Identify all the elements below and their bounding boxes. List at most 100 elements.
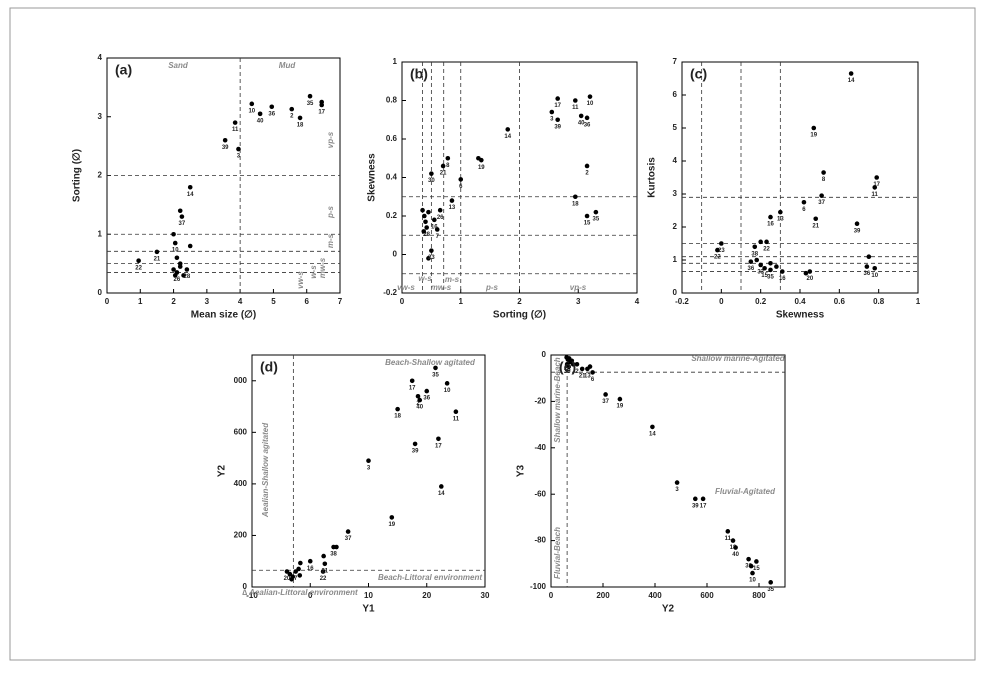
y-tick-label: 6 bbox=[673, 90, 678, 99]
point-label: 18 bbox=[394, 414, 401, 420]
panel-title: (e) bbox=[559, 359, 576, 375]
point bbox=[179, 214, 185, 219]
x-tick-label: 3 bbox=[205, 297, 210, 306]
y-axis-label: Sorting (∅) bbox=[72, 149, 83, 202]
point bbox=[432, 217, 437, 223]
point-label: 10 bbox=[871, 273, 878, 279]
x-tick-label: 2 bbox=[171, 297, 176, 306]
point bbox=[593, 209, 599, 215]
point bbox=[693, 496, 698, 502]
x-tick-label: 200 bbox=[596, 591, 610, 600]
point bbox=[249, 101, 255, 107]
x-axis-label: Y2 bbox=[662, 604, 675, 615]
x-tick-label: 400 bbox=[648, 591, 662, 600]
point bbox=[587, 364, 593, 369]
point-label: 23 bbox=[718, 248, 725, 254]
point bbox=[872, 265, 878, 271]
x-tick-label: 4 bbox=[238, 297, 243, 306]
point bbox=[412, 441, 418, 447]
annotation: vw-s bbox=[296, 271, 305, 289]
annotation: Aealian-Shallow agitated bbox=[261, 422, 270, 518]
x-tick-label: 0 bbox=[308, 591, 313, 600]
point bbox=[298, 560, 303, 566]
y-tick-label: 600 bbox=[234, 427, 248, 436]
point-label: 35 bbox=[432, 372, 439, 378]
point-label: 40 bbox=[732, 552, 739, 558]
y-tick-label: 1 bbox=[393, 57, 398, 66]
y-tick-label: 000 bbox=[234, 376, 248, 385]
point-label: 14 bbox=[504, 134, 511, 140]
annotation: vp-s bbox=[326, 131, 335, 148]
point-label: 8 bbox=[822, 177, 826, 183]
annotation: ∆ Aealian-Littoral environment bbox=[242, 588, 358, 597]
point bbox=[424, 388, 430, 394]
point bbox=[232, 120, 238, 125]
point bbox=[257, 111, 263, 117]
point bbox=[584, 213, 590, 219]
point-label: 21 bbox=[440, 171, 447, 177]
point bbox=[555, 96, 560, 101]
point-label: 18 bbox=[730, 545, 737, 551]
annotation: w-s bbox=[309, 265, 318, 279]
point-label: 36 bbox=[584, 122, 591, 128]
point-label: 10 bbox=[172, 248, 179, 254]
annotation: p-s bbox=[326, 205, 335, 219]
point-label: 19 bbox=[388, 522, 395, 528]
point-label: 21 bbox=[321, 568, 328, 574]
point-label: 11 bbox=[572, 105, 579, 111]
point bbox=[854, 221, 860, 226]
y-tick-label: 7 bbox=[673, 57, 678, 66]
point bbox=[584, 115, 590, 121]
point-label: 17 bbox=[700, 503, 707, 509]
annotation: mw-s bbox=[318, 257, 327, 278]
y-tick-label: 200 bbox=[234, 531, 248, 540]
point-label: 21 bbox=[154, 256, 161, 262]
x-tick-label: 4 bbox=[635, 297, 640, 306]
point bbox=[715, 247, 720, 253]
point-label: 17 bbox=[318, 110, 325, 116]
point-label: 17 bbox=[409, 385, 416, 391]
point-label: 10 bbox=[587, 101, 594, 107]
point-label: 10 bbox=[444, 388, 451, 394]
point-label: 16 bbox=[307, 566, 314, 572]
y-tick-label: 2 bbox=[98, 171, 103, 180]
point-label: 40 bbox=[257, 118, 264, 124]
point-label: 40 bbox=[578, 120, 585, 126]
x-axis-label: Skewness bbox=[776, 310, 825, 321]
point bbox=[174, 255, 180, 261]
y-tick-label: 2 bbox=[673, 222, 678, 231]
point bbox=[752, 244, 758, 250]
point bbox=[172, 240, 178, 246]
point bbox=[436, 436, 441, 442]
annotation: Sand bbox=[168, 61, 189, 70]
y-tick-label: 4 bbox=[98, 53, 103, 62]
point bbox=[289, 106, 295, 112]
point bbox=[172, 273, 178, 278]
point bbox=[587, 94, 593, 99]
point bbox=[578, 113, 584, 119]
x-tick-label: -0.2 bbox=[675, 297, 689, 306]
point bbox=[321, 553, 326, 559]
annotation: Shallow marine-Beach bbox=[553, 357, 562, 442]
x-tick-label: 5 bbox=[271, 297, 276, 306]
point-label: 17 bbox=[554, 103, 561, 109]
point bbox=[187, 243, 193, 249]
point-label: 7 bbox=[436, 234, 440, 240]
point-label: 20 bbox=[284, 576, 291, 582]
point bbox=[584, 163, 590, 169]
point bbox=[424, 225, 429, 230]
point bbox=[269, 104, 275, 110]
point-label: 22 bbox=[714, 255, 721, 261]
y-tick-label: 0 bbox=[243, 582, 248, 591]
point-label: 30 bbox=[428, 178, 435, 184]
point bbox=[440, 163, 446, 169]
point bbox=[345, 529, 351, 534]
point bbox=[746, 556, 751, 562]
point-label: 11 bbox=[453, 416, 460, 422]
point-label: 13 bbox=[777, 217, 784, 223]
point-label: 6 bbox=[802, 207, 806, 213]
x-tick-label: 0 bbox=[719, 297, 724, 306]
point-label: 28 bbox=[423, 232, 430, 238]
point-label: 3 bbox=[550, 117, 554, 123]
x-tick-label: 30 bbox=[481, 591, 490, 600]
